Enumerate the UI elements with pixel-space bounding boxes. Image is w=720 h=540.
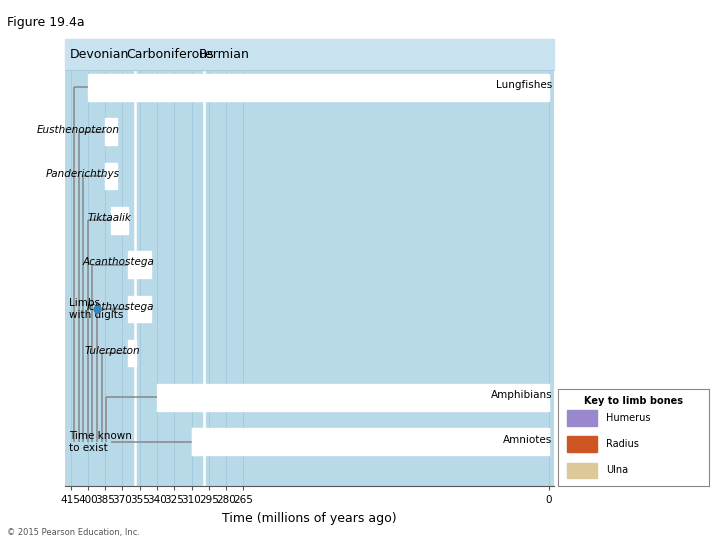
Bar: [88, 74, 549, 101]
Text: Amniotes: Amniotes: [503, 435, 552, 444]
Bar: [567, 436, 598, 452]
Text: Radius: Radius: [606, 439, 639, 449]
Bar: [128, 295, 151, 322]
Text: Tulerpeton: Tulerpeton: [84, 346, 140, 356]
Text: Ichthyostega: Ichthyostega: [87, 302, 155, 312]
Text: Tiktaalik: Tiktaalik: [88, 213, 132, 223]
Text: © 2015 Pearson Education, Inc.: © 2015 Pearson Education, Inc.: [7, 528, 140, 537]
Text: Key to limb bones: Key to limb bones: [584, 396, 683, 406]
Text: Lungfishes: Lungfishes: [496, 80, 552, 90]
Bar: [105, 118, 117, 145]
Bar: [128, 340, 136, 367]
Bar: [105, 163, 117, 190]
Bar: [65, 39, 554, 70]
Bar: [111, 207, 128, 234]
Text: Panderichthys: Panderichthys: [46, 169, 120, 179]
Text: Limbs
with digits: Limbs with digits: [69, 298, 124, 320]
Text: Amphibians: Amphibians: [490, 390, 552, 400]
Text: Acanthostega: Acanthostega: [83, 258, 155, 267]
Bar: [192, 428, 549, 455]
X-axis label: Time (millions of years ago): Time (millions of years ago): [222, 512, 397, 525]
Bar: [567, 410, 598, 426]
Text: Carboniferous: Carboniferous: [126, 48, 213, 61]
Text: Humerus: Humerus: [606, 413, 651, 423]
Bar: [157, 384, 549, 411]
Bar: [567, 463, 598, 478]
Text: Figure 19.4a: Figure 19.4a: [7, 16, 85, 29]
Text: Time known
to exist: Time known to exist: [69, 431, 132, 453]
Text: Ulna: Ulna: [606, 465, 629, 475]
Text: Permian: Permian: [198, 48, 249, 61]
Bar: [192, 428, 196, 455]
Text: Eusthenopteron: Eusthenopteron: [37, 125, 120, 134]
Text: Devonian: Devonian: [71, 48, 130, 61]
Bar: [128, 251, 151, 278]
